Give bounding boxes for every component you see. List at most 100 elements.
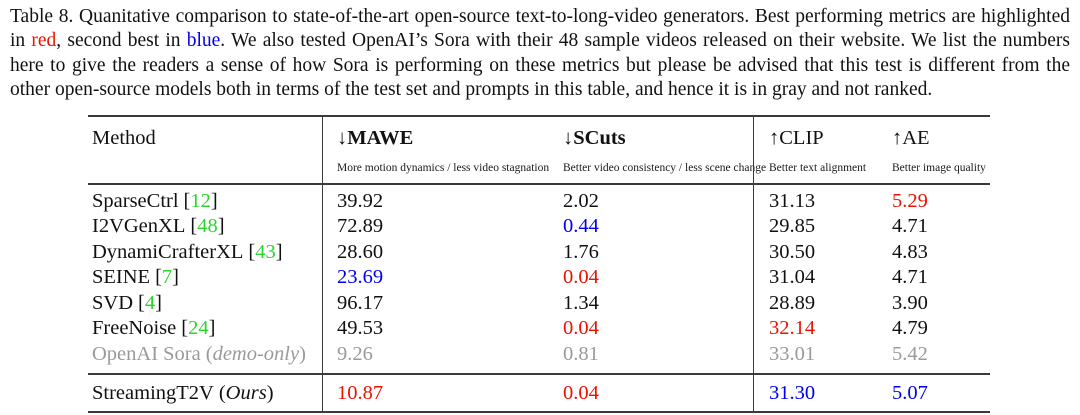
mawe-header-label: MAWE <box>347 126 414 149</box>
mawe-value: 28.60 <box>337 240 384 263</box>
clip-header-subtext: Better text alignment <box>769 161 867 174</box>
ae-value: 4.71 <box>892 215 928 238</box>
clip-value: 31.30 <box>769 382 816 405</box>
clip-header-label: CLIP <box>779 126 824 149</box>
mawe-value: 9.26 <box>337 342 373 365</box>
col-header-ae: ↑AE Better image quality <box>877 125 990 174</box>
method-header-label: Method <box>92 126 156 149</box>
ae-value: 4.83 <box>892 240 928 263</box>
citation-number[interactable]: 43 <box>255 240 276 263</box>
citation-number[interactable]: 12 <box>190 189 211 212</box>
table-row: StreamingT2V (Ours) 10.87 0.04 31.30 5.07 <box>88 380 990 406</box>
table-row: OpenAI Sora (demo-only) 9.26 0.81 33.01 5… <box>88 342 990 368</box>
method-name: OpenAI Sora <box>92 342 201 365</box>
down-arrow-icon: ↓ <box>337 126 348 149</box>
citation-link[interactable]: [48] <box>190 215 225 238</box>
method-cell: I2VGenXL [48] <box>88 214 322 240</box>
table-body: SparseCtrl [12] 39.92 2.02 31.13 5.29 I2V… <box>88 185 990 374</box>
ae-value: 5.07 <box>892 382 928 405</box>
method-name: SparseCtrl <box>92 189 179 212</box>
up-arrow-icon: ↑ <box>892 126 903 149</box>
clip-value: 31.04 <box>769 266 816 289</box>
citation-number[interactable]: 4 <box>144 291 156 314</box>
mawe-value: 23.69 <box>337 266 384 289</box>
method-name: I2VGenXL <box>92 215 186 238</box>
table-row: SEINE [7] 23.69 0.04 31.04 4.71 <box>88 265 990 291</box>
scuts-header-subtext: Better video consistency / less scene ch… <box>563 161 767 174</box>
results-table: Method ↓MAWE More motion dynamics / less… <box>88 114 990 414</box>
scuts-value: 0.04 <box>563 382 599 405</box>
clip-value: 30.50 <box>769 240 816 263</box>
method-cell: SVD [4] <box>88 291 322 317</box>
final-row-section: StreamingT2V (Ours) 10.87 0.04 31.30 5.07 <box>88 373 990 411</box>
clip-value: 28.89 <box>769 291 816 314</box>
ae-value: 5.29 <box>892 189 928 212</box>
method-cell: FreeNoise [24] <box>88 316 322 342</box>
method-name: DynamiCrafterXL <box>92 240 244 263</box>
scuts-value: 1.34 <box>563 291 599 314</box>
caption-text-1: Table 8. Quanitative comparison to state… <box>10 6 1070 52</box>
ae-value: 3.90 <box>892 291 928 314</box>
col-header-method: Method <box>88 125 322 174</box>
table-caption: Table 8. Quanitative comparison to state… <box>0 0 1080 103</box>
mawe-value: 10.87 <box>337 382 384 405</box>
table-row: FreeNoise [24] 49.53 0.04 32.14 4.79 <box>88 316 990 342</box>
ae-header-subtext: Better image quality <box>892 161 986 174</box>
vertical-rule-1 <box>322 116 324 412</box>
method-cell: SEINE [7] <box>88 265 322 291</box>
method-cell: DynamiCrafterXL [43] <box>88 240 322 266</box>
citation-link[interactable]: [7] <box>155 266 179 289</box>
clip-value: 32.14 <box>769 317 816 340</box>
scuts-value: 0.44 <box>563 215 599 238</box>
ae-value: 4.71 <box>892 266 928 289</box>
caption-blue-word: blue <box>186 30 221 52</box>
scuts-value: 1.76 <box>563 240 599 263</box>
method-cell: OpenAI Sora (demo-only) <box>88 342 322 368</box>
ae-value: 4.79 <box>892 317 928 340</box>
mawe-value: 96.17 <box>337 291 384 314</box>
method-suffix-text: Ours <box>225 382 267 405</box>
citation-link[interactable]: [4] <box>138 291 162 314</box>
citation-link[interactable]: [24] <box>181 317 216 340</box>
method-suffix-text: demo-only <box>212 342 300 365</box>
caption-red-word: red <box>31 30 57 52</box>
scuts-value: 2.02 <box>563 189 599 212</box>
caption-text-2: , second best in <box>56 30 187 52</box>
citation-number[interactable]: 48 <box>197 215 218 238</box>
method-name: SVD <box>92 291 134 314</box>
mawe-value: 39.92 <box>337 189 384 212</box>
method-cell: StreamingT2V (Ours) <box>88 380 322 406</box>
caption-text-3: . We also tested OpenAI’s Sora with thei… <box>10 30 1070 101</box>
table-row: SparseCtrl [12] 39.92 2.02 31.13 5.29 <box>88 189 990 215</box>
method-name: StreamingT2V <box>92 382 214 405</box>
table-row: DynamiCrafterXL [43] 28.60 1.76 30.50 4.8… <box>88 240 990 266</box>
col-header-clip: ↑CLIP Better text alignment <box>753 125 877 174</box>
citation-number[interactable]: 7 <box>161 266 173 289</box>
col-header-mawe: ↓MAWE More motion dynamics / less video … <box>322 125 560 174</box>
down-arrow-icon: ↓ <box>563 126 574 149</box>
scuts-value: 0.04 <box>563 266 599 289</box>
scuts-value: 0.04 <box>563 317 599 340</box>
up-arrow-icon: ↑ <box>769 126 780 149</box>
table-row: SVD [4] 96.17 1.34 28.89 3.90 <box>88 291 990 317</box>
method-suffix: (Ours) <box>218 382 274 405</box>
citation-link[interactable]: [12] <box>183 189 218 212</box>
method-cell: SparseCtrl [12] <box>88 189 322 215</box>
ae-header-label: AE <box>902 126 930 149</box>
citation-link[interactable]: [43] <box>248 240 283 263</box>
scuts-header-label: SCuts <box>573 126 626 149</box>
citation-number[interactable]: 24 <box>188 317 209 340</box>
method-name: SEINE <box>92 266 151 289</box>
vertical-rule-2 <box>753 116 755 412</box>
mawe-value: 49.53 <box>337 317 384 340</box>
mawe-header-subtext: More motion dynamics / less video stagna… <box>337 161 550 174</box>
ae-value: 5.42 <box>892 342 928 365</box>
clip-value: 29.85 <box>769 215 816 238</box>
table-row: I2VGenXL [48] 72.89 0.44 29.85 4.71 <box>88 214 990 240</box>
method-suffix: (demo-only) <box>205 342 306 365</box>
scuts-value: 0.81 <box>563 342 599 365</box>
table-header-row: Method ↓MAWE More motion dynamics / less… <box>88 117 990 185</box>
clip-value: 33.01 <box>769 342 816 365</box>
mawe-value: 72.89 <box>337 215 384 238</box>
col-header-scuts: ↓SCuts Better video consistency / less s… <box>560 125 767 174</box>
